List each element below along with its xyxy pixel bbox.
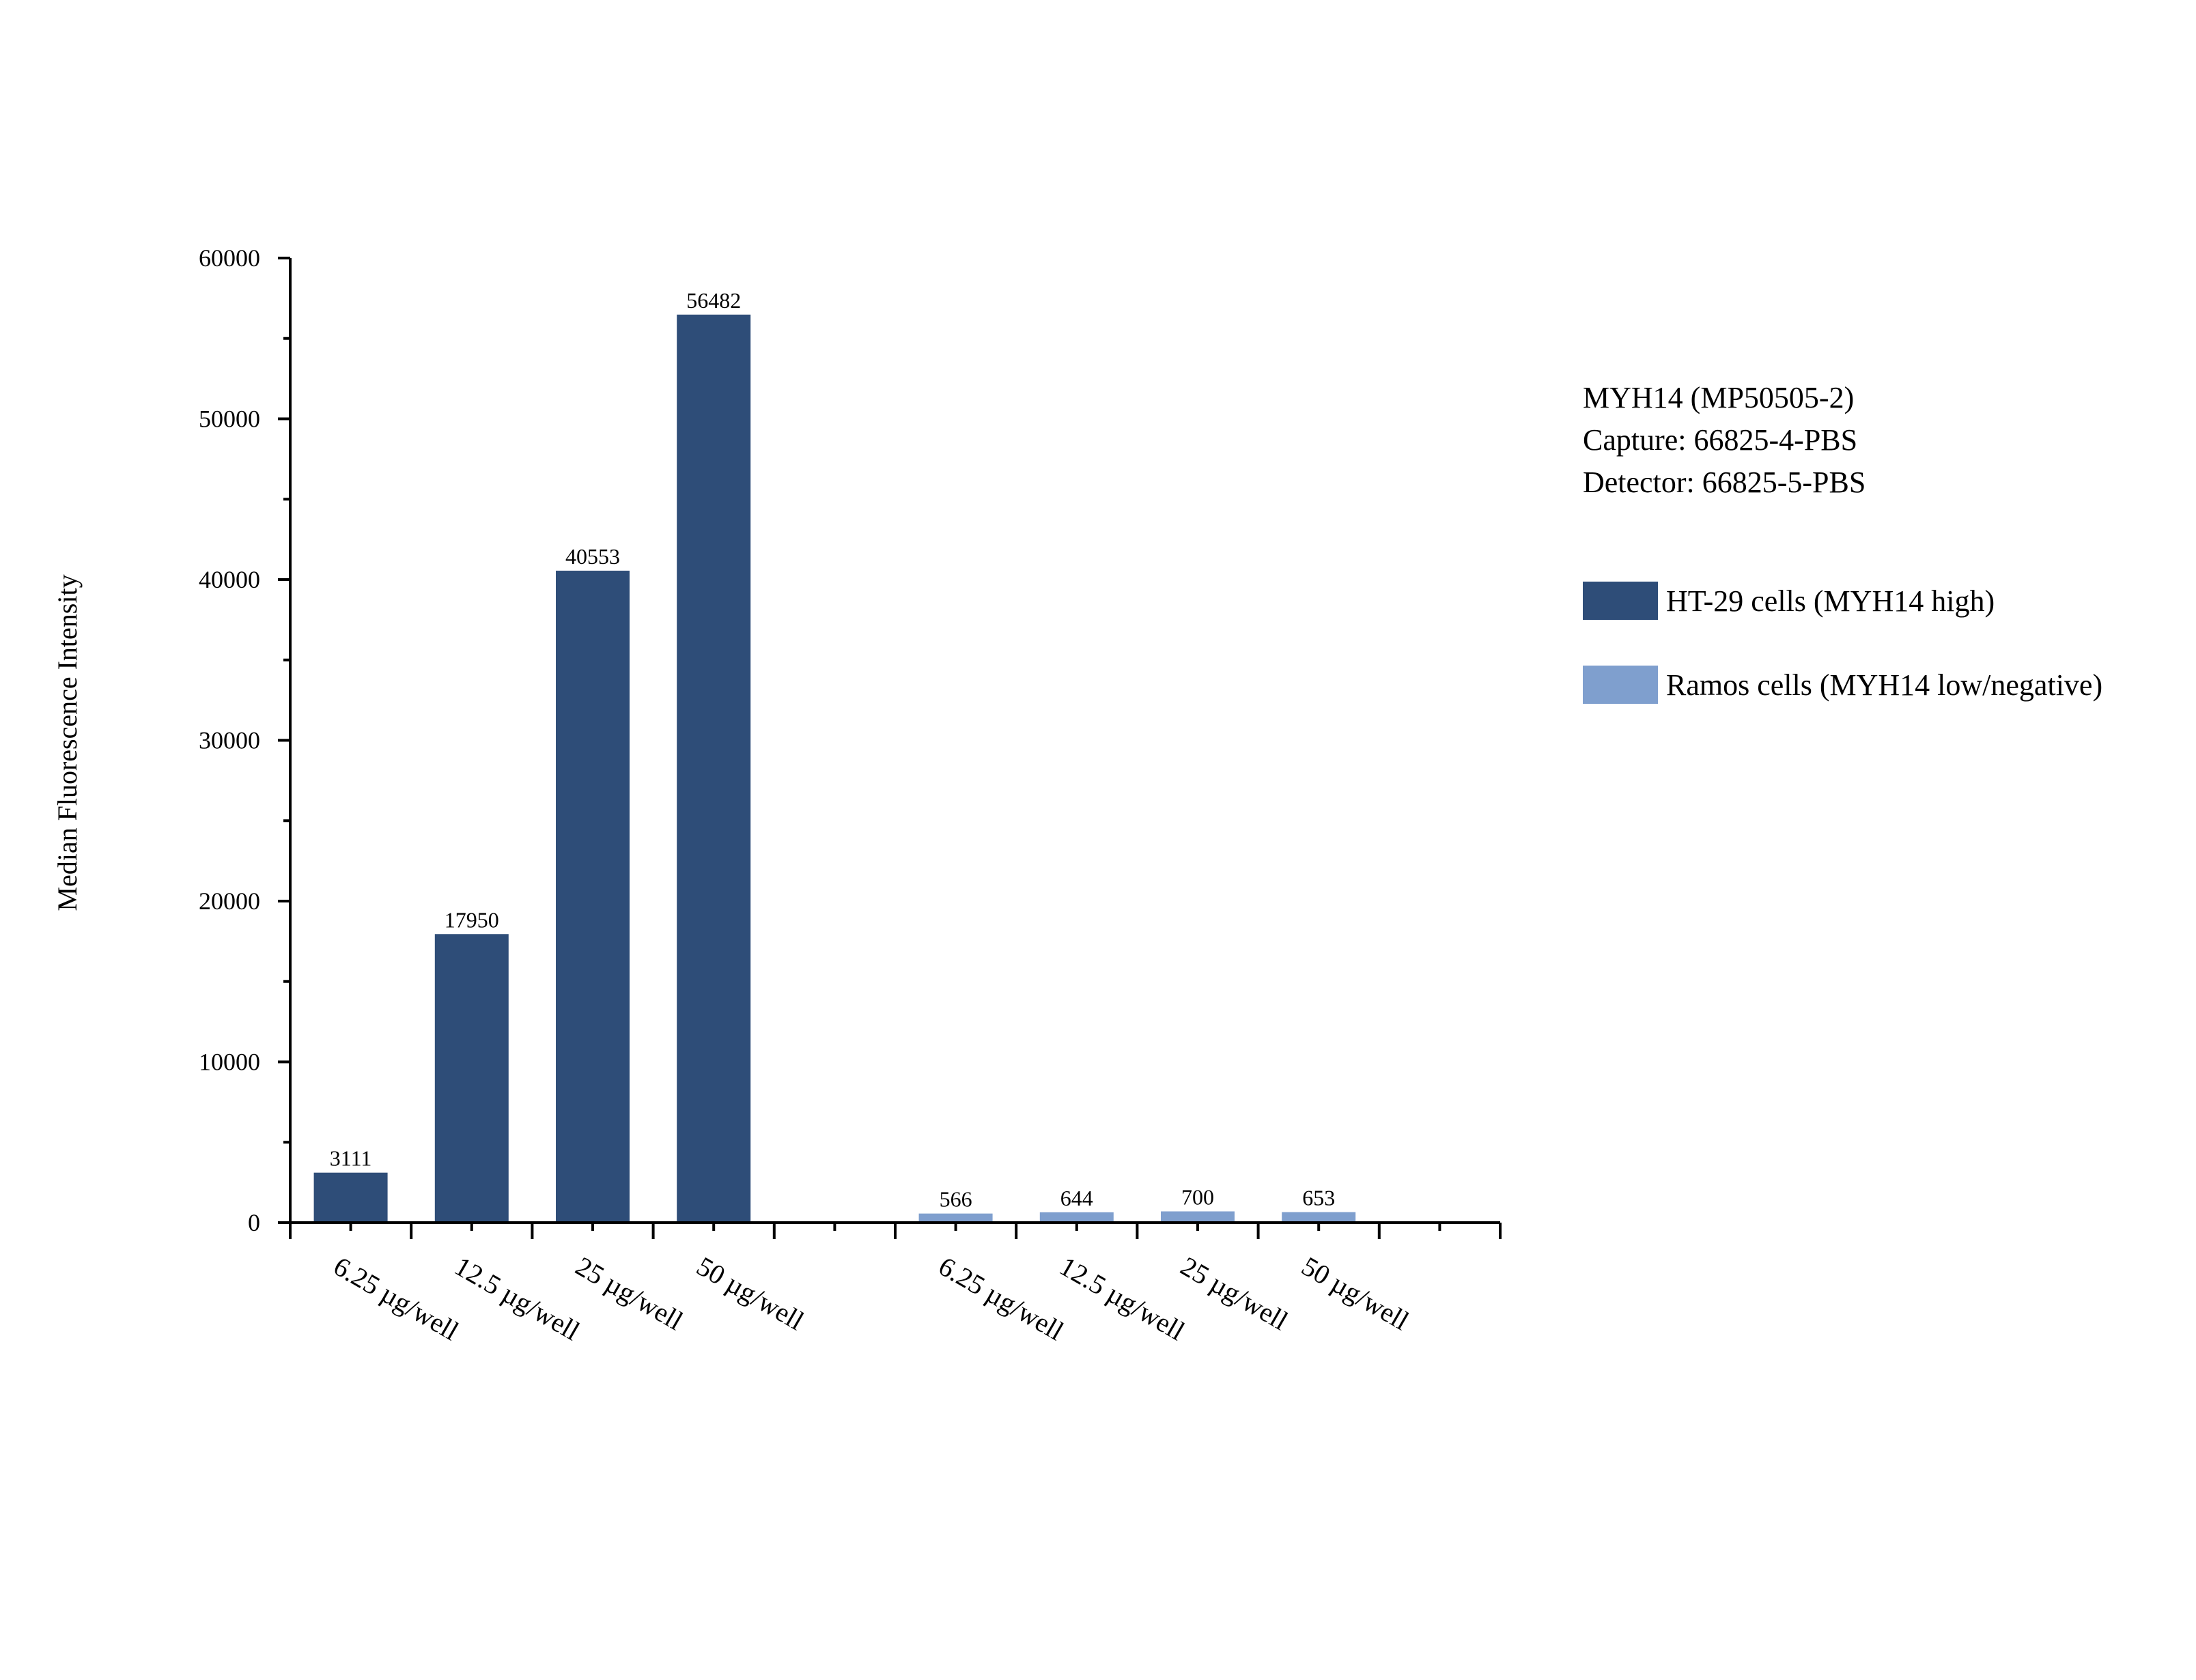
legend-label-ht29: HT-29 cells (MYH14 high): [1666, 584, 1995, 618]
chart-annotation: MYH14 (MP50505-2) Capture: 66825-4-PBS D…: [1583, 381, 1866, 499]
bar-ht29-2: [434, 934, 509, 1223]
annotation-line-detector: Detector: 66825-5-PBS: [1583, 466, 1866, 499]
legend-swatch-ramos: [1583, 666, 1658, 704]
data-label: 17950: [445, 907, 499, 932]
bar-ramos-2: [1039, 1212, 1114, 1223]
y-axis-label: Median Fluorescence Intensity: [52, 574, 83, 911]
y-ticks-group: 0 10000 20000 30000 40000 50000 60000: [199, 244, 290, 1236]
data-label: 644: [1060, 1186, 1093, 1210]
legend-item-ht29: HT-29 cells (MYH14 high): [1583, 582, 1995, 620]
data-label: 3111: [330, 1146, 372, 1171]
bar-ht29-1: [313, 1172, 388, 1223]
y-tick-label: 20000: [199, 887, 260, 915]
y-axis: 0 10000 20000 30000 40000 50000 60000: [199, 244, 292, 1239]
legend-label-ramos: Ramos cells (MYH14 low/negative): [1666, 668, 2102, 702]
data-labels-group: 3111 17950 40553 56482 566 644 700 653: [330, 288, 1335, 1212]
legend-swatch-ht29: [1583, 582, 1658, 620]
bar-ramos-3: [1161, 1211, 1235, 1223]
y-tick-label: 0: [248, 1209, 260, 1236]
bar-ht29-3: [556, 570, 630, 1223]
bars-group: [313, 314, 1356, 1223]
legend-item-ramos: Ramos cells (MYH14 low/negative): [1583, 666, 2102, 704]
data-label: 566: [940, 1187, 972, 1212]
data-label: 700: [1181, 1185, 1214, 1210]
annotation-line-protein: MYH14 (MP50505-2): [1583, 381, 1854, 414]
bar-ramos-4: [1282, 1212, 1356, 1223]
data-label: 56482: [686, 288, 741, 313]
y-tick-label: 60000: [199, 244, 260, 272]
x-ticks-group: [289, 1223, 1502, 1239]
annotation-line-capture: Capture: 66825-4-PBS: [1583, 423, 1857, 457]
y-tick-label: 30000: [199, 727, 260, 754]
y-tick-label: 50000: [199, 405, 260, 433]
legend: HT-29 cells (MYH14 high) Ramos cells (MY…: [1583, 582, 2102, 704]
y-tick-label: 10000: [199, 1049, 260, 1076]
bar-ramos-1: [918, 1213, 993, 1223]
bar-ht29-4: [677, 314, 751, 1223]
data-label: 40553: [565, 544, 620, 569]
data-label: 653: [1302, 1186, 1335, 1210]
y-tick-label: 40000: [199, 566, 260, 593]
